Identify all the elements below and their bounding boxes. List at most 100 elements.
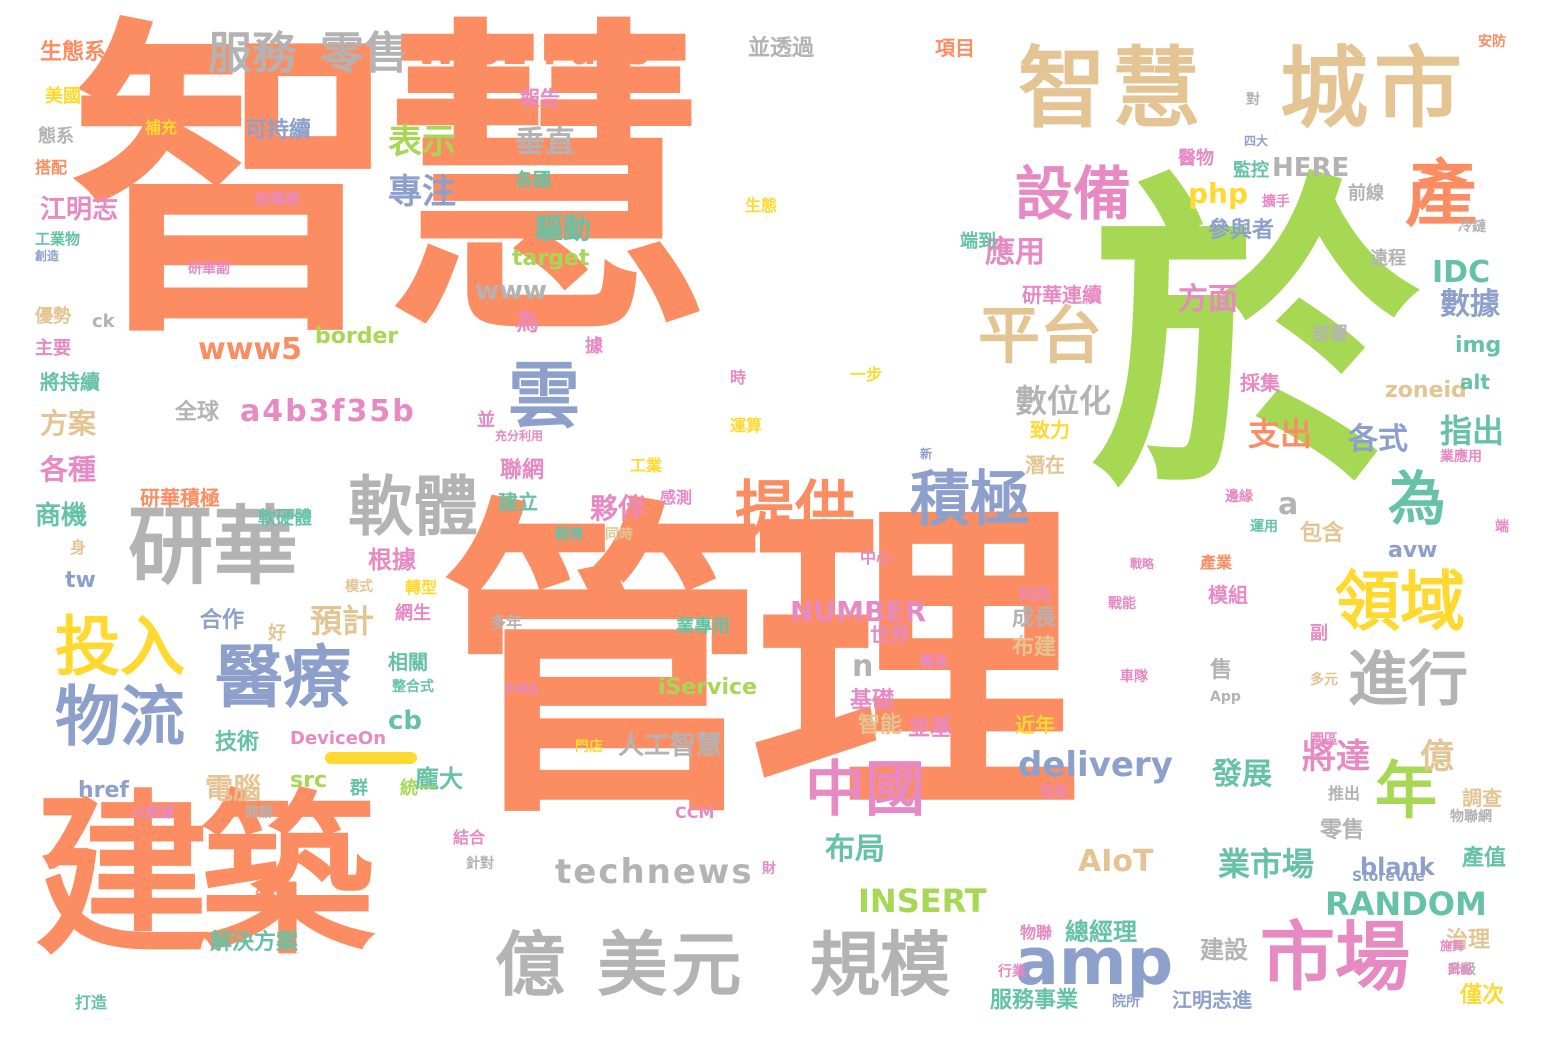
cloud-word: 研華連續 (1022, 283, 1102, 307)
cloud-word: 美國 (45, 86, 81, 107)
cloud-word: 城市 (1280, 37, 1469, 140)
cloud-word: 項目 (935, 36, 975, 60)
cloud-word: 布建 (1012, 635, 1057, 660)
cloud-word: 模組 (1208, 583, 1248, 607)
cloud-word: 人工智慧 (618, 731, 723, 761)
cloud-word: 江明志進 (1172, 988, 1252, 1012)
cloud-word: 軟硬體 (258, 508, 312, 529)
cloud-word: 研華積極 (140, 486, 220, 510)
cloud-word: technews (555, 852, 754, 892)
cloud-word: IDC (1432, 255, 1491, 290)
cloud-word: 群 (350, 778, 368, 799)
cloud-word: 智能 (858, 713, 903, 738)
cloud-word: 園區 (1310, 732, 1338, 748)
cloud-word: 安防 (1478, 34, 1506, 50)
cloud-word: 積極 (910, 465, 1030, 535)
cloud-word: INSERT (858, 882, 987, 920)
cloud-word: 調查 (1462, 786, 1502, 810)
cloud-word: 並 (477, 410, 495, 431)
cloud-word: 生態系 (40, 40, 107, 65)
cloud-word: FMS (505, 682, 539, 698)
cloud-word: 智慧 (70, 0, 710, 377)
cloud-word: 為 (1388, 465, 1447, 533)
cloud-word: 並透過 (748, 36, 815, 61)
cloud-word: 投入 (55, 610, 186, 685)
cloud-word: 報告 (520, 86, 560, 110)
cloud-word: tw (65, 568, 96, 593)
cloud-word: 包含 (1300, 521, 1345, 546)
cloud-word: 業市場 (1218, 845, 1315, 883)
cloud-word: 將達 (1302, 737, 1370, 777)
cloud-word: 支出 (1248, 415, 1313, 453)
cloud-word: 優勢 (35, 306, 71, 327)
cloud-word: 醫基 (920, 654, 948, 670)
cloud-word: 基礎 (850, 688, 895, 713)
cloud-word: 部署 (1312, 324, 1348, 345)
cloud-word: 潛在 (1025, 453, 1065, 477)
cloud-word: 各式 (1348, 422, 1408, 457)
cloud-word: 參與者 (1208, 218, 1275, 243)
cloud-word: 戰略 (1130, 557, 1155, 571)
cloud-word: 世界 (870, 623, 910, 647)
cloud-word: img (1455, 333, 1502, 358)
cloud-word: 總經理 (1065, 918, 1137, 946)
cloud-word: 結合 (453, 828, 486, 847)
cloud-word: 零售 (320, 28, 408, 79)
cloud-word: 推出 (1328, 784, 1361, 803)
cloud-word: 整合式 (392, 679, 434, 695)
cloud-word: 管理 (440, 473, 1080, 857)
cloud-word: 合作 (200, 608, 245, 633)
cloud-word: delivery (1018, 745, 1173, 785)
cloud-word: 根據 (368, 546, 416, 574)
cloud-word: 行業 (998, 964, 1026, 980)
cloud-word: 夥伴 (590, 492, 647, 525)
cloud-word: www (475, 276, 548, 306)
cloud-word: 發展 (1212, 757, 1272, 792)
cloud-word: alt (1460, 370, 1490, 394)
cloud-word: 醫療 (215, 639, 352, 718)
cloud-word: 共同 (1018, 585, 1051, 604)
cloud-word: 電腦 (205, 772, 262, 805)
cloud-word: 院所 (1112, 994, 1140, 1010)
cloud-word: 為 (515, 308, 539, 336)
cloud-word: 監控 (1233, 160, 1269, 181)
cloud-word: 指出 (1440, 412, 1505, 450)
cloud-word: 同時 (605, 527, 633, 543)
cloud-word: 好 (268, 623, 286, 644)
cloud-word: 擴手 (1262, 194, 1290, 210)
cloud-word: 時 (730, 368, 747, 387)
cloud-word: 工業 (630, 456, 663, 475)
cloud-word: 研華副 (188, 261, 230, 277)
cloud-word: 創造 (35, 249, 60, 263)
cloud-word: 打造 (75, 993, 108, 1012)
cloud-word: 據 (585, 336, 603, 357)
cloud-word: 並基 (908, 716, 953, 741)
cloud-word: 網生 (395, 603, 431, 624)
cloud-word: ck (92, 311, 115, 332)
cloud-word: 產業 (1200, 553, 1233, 572)
cloud-word: 規模 (810, 924, 950, 1006)
cloud-word: 售 (1210, 658, 1233, 683)
cloud-word: www5 (198, 332, 303, 367)
cloud-word: CCM (675, 803, 715, 822)
cloud-word: 中國 (805, 755, 925, 825)
cloud-word: 生態 (745, 196, 778, 215)
cloud-word: 邊緣 (1225, 489, 1253, 505)
cloud-word: App (1210, 689, 1241, 705)
cloud-word: 充分利用 (495, 429, 544, 443)
cloud-word: 主要 (35, 338, 71, 359)
cloud-word: 表示 (388, 122, 456, 162)
cloud-word: 設備 (1015, 160, 1132, 228)
cloud-word: HERE (1272, 153, 1350, 183)
cloud-word: 智慧 (1018, 37, 1207, 140)
cloud-word: 運算 (730, 416, 763, 435)
cloud-word: 研華將 (255, 190, 301, 208)
cloud-word: AIoT (1078, 844, 1154, 879)
cloud-word: WISE PaaS (415, 29, 653, 73)
cloud-word: 運用 (1250, 519, 1278, 535)
cloud-word: 商機 (35, 501, 88, 531)
cloud-word: NUMBER (790, 595, 927, 628)
cloud-word: 億 美元 (495, 924, 746, 1006)
cloud-word: 物聯網 (1450, 809, 1492, 825)
